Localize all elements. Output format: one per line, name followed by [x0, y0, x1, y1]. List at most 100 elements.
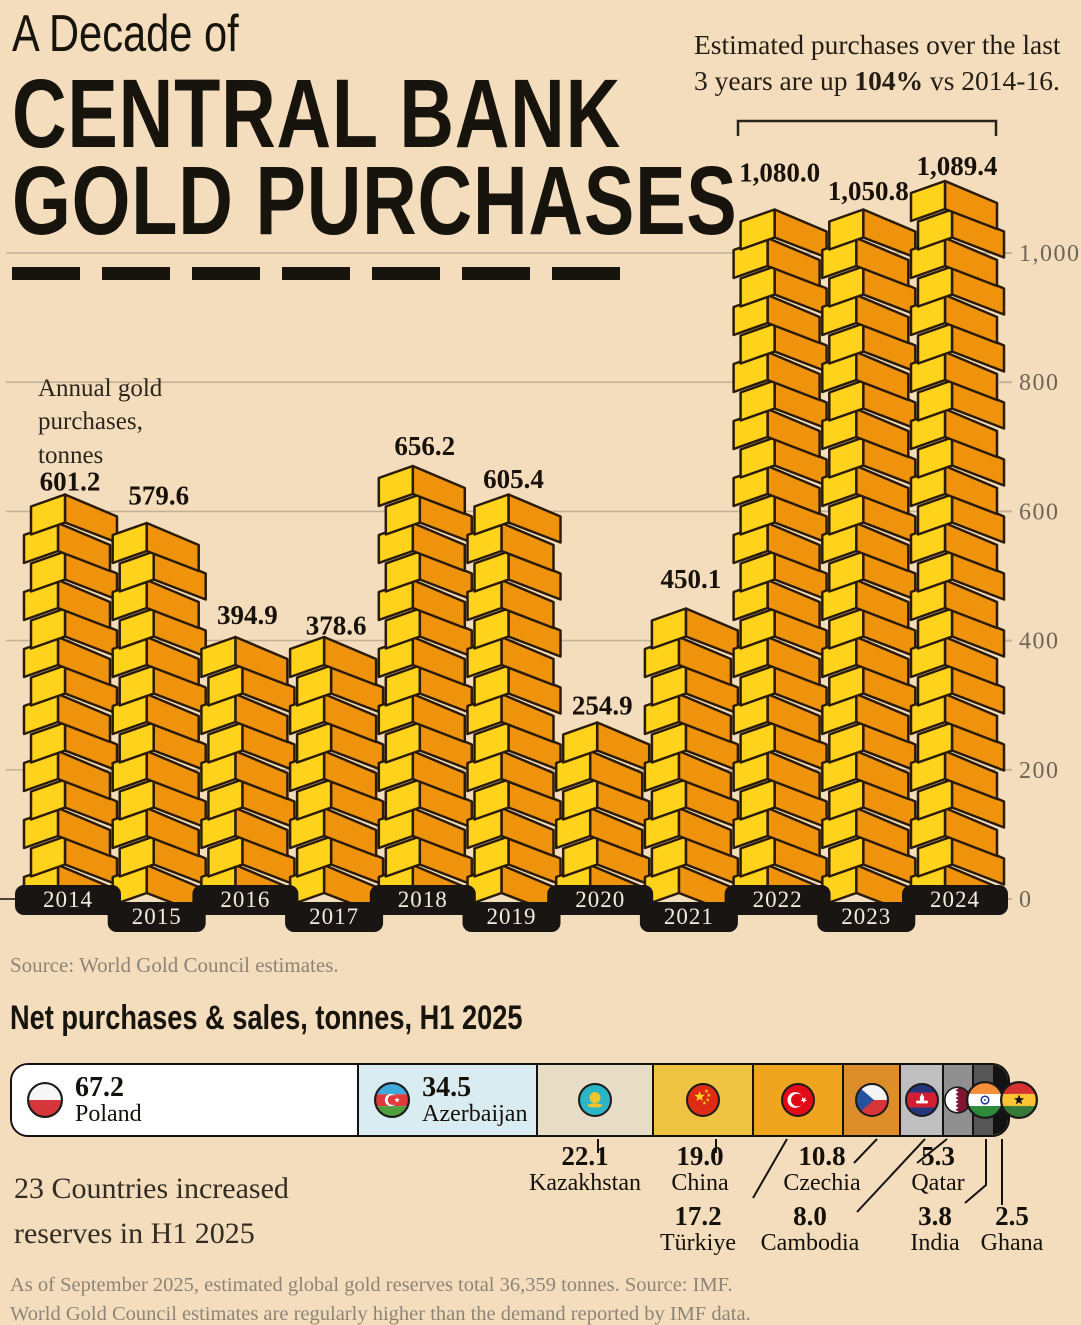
segment-kazakhstan	[538, 1065, 654, 1135]
gold-ingot-top-face	[950, 208, 1006, 259]
gold-ingot-top-face	[56, 578, 112, 630]
gold-ingot-top-face	[855, 350, 910, 402]
gold-ingot-top-face	[56, 863, 112, 915]
gold-ingot-end-face	[377, 464, 415, 508]
gold-ingot-end-face	[739, 550, 776, 593]
gold-ingot-end-face	[554, 749, 592, 793]
y-tick-label: 600	[1019, 499, 1060, 525]
gold-ingot-top-face	[595, 835, 651, 886]
gold-ingot-end-face	[22, 692, 60, 736]
gold-ingot-end-face	[111, 863, 148, 907]
gold-ingot-top-face	[241, 778, 296, 829]
gold-ingot-end-face	[828, 550, 865, 593]
gold-ingot-end-face	[200, 806, 237, 850]
segment-trkiye	[753, 1065, 844, 1135]
gold-ingot-end-face	[643, 692, 681, 736]
gold-ingot-end-face	[916, 664, 954, 707]
gold-ingot-end-face	[909, 863, 947, 907]
gold-ingot-top-face	[241, 835, 296, 886]
gold-ingot-end-face	[916, 379, 954, 422]
footnote-line1: As of September 2025, estimated global g…	[10, 1274, 733, 1296]
gold-ingot-top-face	[63, 664, 119, 715]
gold-ingot-top-face	[855, 578, 910, 630]
bar-value-label: 656.2	[394, 431, 455, 461]
gold-ingot-top-face	[943, 578, 999, 630]
gold-ingot-top-face	[411, 578, 467, 630]
gold-ingot-top-face	[684, 607, 740, 658]
gold-ingot-end-face	[828, 778, 865, 821]
gold-ingot-end-face	[295, 778, 333, 821]
gold-ingot-end-face	[118, 835, 155, 878]
gold-ingot-end-face	[288, 635, 326, 679]
flag-china-icon	[685, 1083, 720, 1117]
annotation-bold: 104%	[854, 65, 924, 97]
gold-ingot-end-face	[466, 521, 503, 565]
gold-ingot-end-face	[739, 721, 776, 764]
gold-ingot-top-face	[411, 806, 467, 858]
gold-ingot-top-face	[766, 407, 821, 459]
gold-ingot-top-face	[950, 322, 1006, 373]
gold-ingot-end-face	[473, 550, 510, 593]
segment-value: 67.2	[75, 1071, 124, 1103]
gold-ingot-end-face	[118, 607, 155, 650]
gold-ingot-end-face	[377, 863, 415, 907]
gold-ingot-top-face	[855, 635, 910, 687]
year-pill-2022	[724, 885, 831, 915]
year-pill-label: 2015	[132, 904, 182, 929]
title-kicker: A Decade of	[12, 5, 239, 63]
gold-ingot-end-face	[739, 322, 776, 365]
gold-ingot-top-face	[588, 863, 644, 915]
country-value: 5.3	[921, 1141, 955, 1171]
gold-ingot-end-face	[916, 835, 954, 878]
gold-ingot-top-face	[63, 607, 119, 658]
title-line-2: GOLD PURCHASES	[12, 146, 738, 256]
country-name: India	[910, 1230, 960, 1257]
gold-ingot-top-face	[943, 407, 999, 459]
gold-bar-stack-2024	[909, 179, 1006, 915]
gold-ingot-end-face	[909, 293, 947, 337]
country-value: 10.8	[798, 1141, 846, 1171]
country-value: 2.5	[995, 1201, 1029, 1231]
gold-ingot-top-face	[766, 635, 821, 687]
gold-ingot-top-face	[773, 778, 828, 829]
gold-ingot-end-face	[821, 407, 858, 451]
gold-ingot-top-face	[862, 436, 917, 487]
gold-ingot-top-face	[773, 550, 828, 601]
gold-ingot-end-face	[739, 265, 776, 308]
gold-ingot-top-face	[950, 664, 1006, 715]
gold-ingot-end-face	[739, 379, 776, 422]
page-title: CENTRAL BANK GOLD PURCHASES	[12, 65, 738, 256]
gold-bar-stack-2021	[643, 607, 740, 915]
year-pill-label: 2020	[575, 887, 625, 912]
gold-ingot-top-face	[329, 721, 385, 772]
gold-ingot-top-face	[411, 863, 467, 915]
gold-ingot-end-face	[29, 493, 67, 536]
gold-ingot-top-face	[766, 749, 821, 801]
gold-ingot-top-face	[241, 721, 296, 772]
flag-overlay-india	[966, 1081, 1004, 1119]
country-value: 8.0	[793, 1201, 827, 1231]
flag-overlay-ghana	[1000, 1081, 1038, 1119]
gold-ingot-top-face	[862, 322, 917, 373]
y-tick-label: 800	[1019, 370, 1060, 396]
gold-ingot-end-face	[916, 607, 954, 650]
gold-ingot-end-face	[554, 806, 592, 850]
gold-ingot-end-face	[732, 350, 769, 394]
gold-ingot-end-face	[200, 692, 237, 736]
gold-ingot-end-face	[118, 721, 155, 764]
gold-ingot-top-face	[862, 550, 917, 601]
gold-ingot-end-face	[828, 436, 865, 479]
gold-ingot-end-face	[739, 835, 776, 878]
gold-ingot-top-face	[63, 550, 119, 601]
gold-ingot-end-face	[22, 635, 60, 679]
footnote: As of September 2025, estimated global g…	[10, 1271, 751, 1325]
segment-name: Azerbaijan	[422, 1101, 528, 1128]
gold-ingot-end-face	[466, 749, 503, 793]
gold-ingot-end-face	[384, 721, 422, 764]
gold-ingot-top-face	[773, 436, 828, 487]
year-pill-label: 2024	[930, 887, 980, 912]
gold-ingot-end-face	[111, 806, 148, 850]
gold-ingot-top-face	[773, 721, 828, 772]
gold-ingot-top-face	[855, 236, 910, 288]
